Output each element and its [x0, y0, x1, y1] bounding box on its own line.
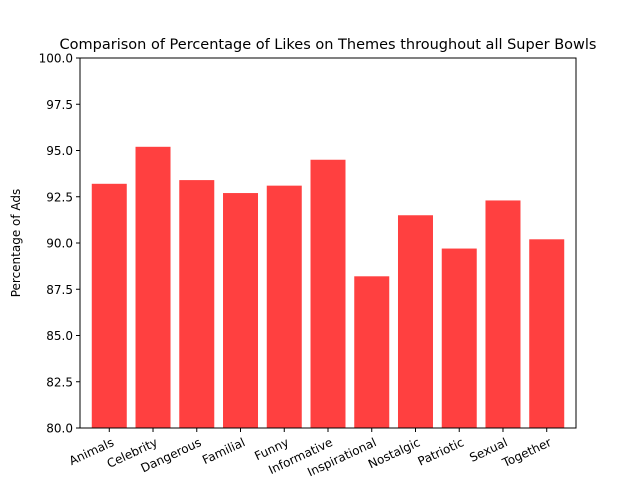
bar-nostalgic — [397, 215, 433, 428]
y-tick-label: 80.0 — [46, 422, 73, 436]
bar-patriotic — [441, 248, 477, 428]
y-tick-label: 82.5 — [46, 375, 73, 389]
y-tick-label: 95.0 — [46, 144, 73, 158]
bars-layer — [91, 146, 565, 429]
x-tick-label: Familial — [200, 435, 247, 467]
chart-title: Comparison of Percentage of Likes on The… — [60, 37, 597, 53]
y-axis-label: Percentage of Ads — [9, 189, 23, 298]
bar-dangerous — [179, 180, 215, 428]
y-tick-label: 87.5 — [46, 283, 73, 297]
y-tick-label: 85.0 — [46, 329, 73, 343]
bar-sexual — [485, 200, 521, 428]
bar-animals — [91, 183, 127, 428]
y-tick-label: 97.5 — [46, 98, 73, 112]
y-tick-label: 92.5 — [46, 190, 73, 204]
y-axis: 80.0 82.5 85.0 87.5 90.0 92.5 95.0 97.5 100.0 — [39, 52, 80, 436]
bar-familial — [223, 193, 259, 428]
bar-celebrity — [135, 146, 171, 429]
bar-inspirational — [354, 276, 390, 428]
y-tick-label: 90.0 — [46, 237, 73, 251]
y-tick-label: 100.0 — [39, 52, 73, 66]
x-tick-label: Patriotic — [416, 435, 466, 468]
bar-funny — [266, 185, 302, 428]
bar-informative — [310, 159, 346, 428]
x-tick-label: Together — [499, 435, 553, 470]
bar-together — [529, 239, 565, 428]
